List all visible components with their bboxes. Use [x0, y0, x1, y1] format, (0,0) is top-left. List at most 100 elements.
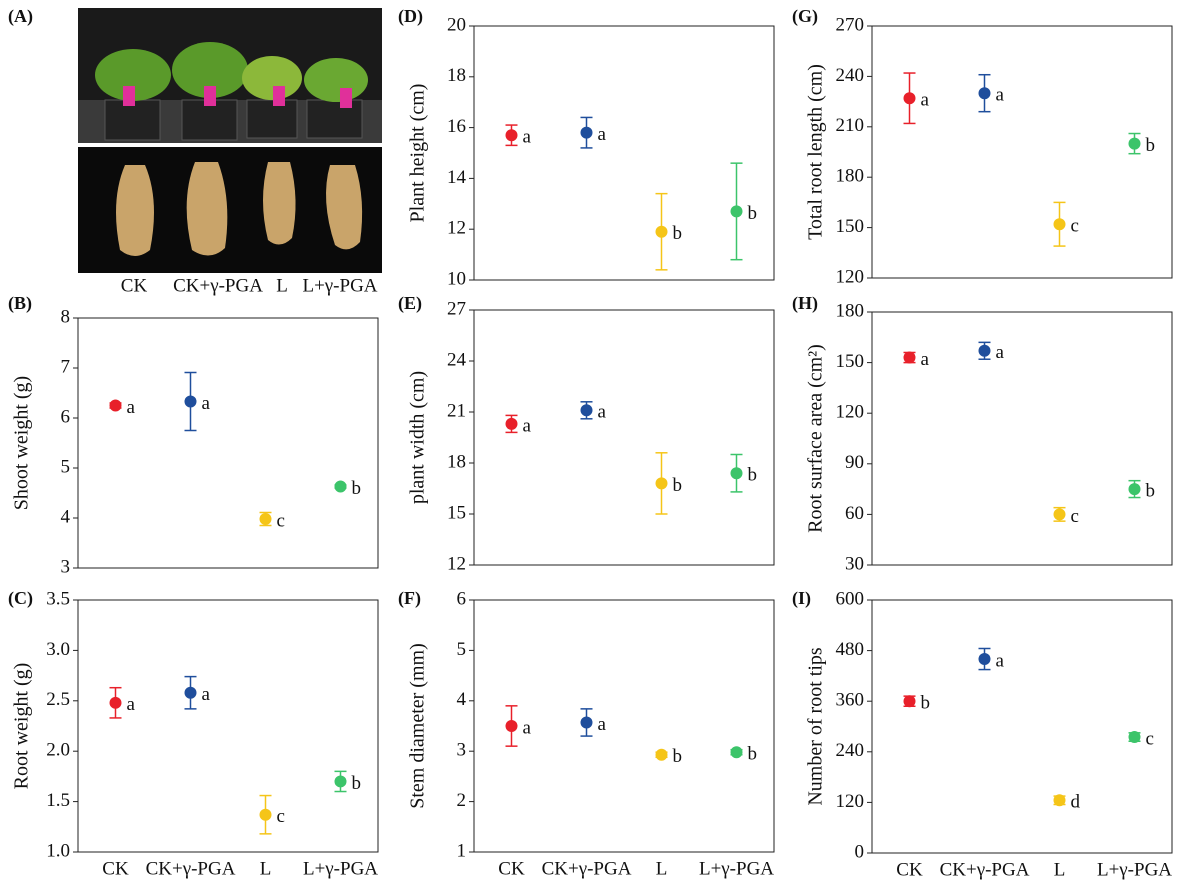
- y-tick-label: 240: [836, 740, 865, 761]
- y-tick-label: 240: [836, 65, 865, 86]
- point: [505, 720, 518, 732]
- x-tick-label: CK: [102, 858, 129, 879]
- y-tick-label: 24: [447, 349, 467, 370]
- y-tick-label: 1: [457, 840, 467, 861]
- significance-letter: b: [748, 744, 758, 765]
- plot-frame: [871, 599, 1173, 854]
- significance-letter: a: [996, 85, 1005, 106]
- significance-letter: a: [523, 717, 532, 738]
- significance-letter: b: [748, 465, 758, 486]
- y-tick-label: 10: [447, 268, 466, 289]
- y-axis-label: plant width (cm): [407, 371, 429, 504]
- y-tick-label: 30: [845, 553, 864, 574]
- plot-frame: [473, 599, 775, 853]
- x-tick-label: L: [656, 858, 668, 879]
- point: [580, 126, 593, 139]
- significance-letter: b: [1146, 480, 1156, 501]
- y-tick-label: 3.0: [46, 639, 70, 660]
- plot-frame: [871, 25, 1173, 279]
- x-tick-label: CK+γ-PGA: [542, 858, 632, 879]
- chart-panel: (G) 120 150 180 210 240 270 Total root length (…: [792, 6, 1173, 287]
- y-axis-label: Plant height (cm): [407, 84, 429, 223]
- significance-letter: b: [352, 773, 362, 794]
- significance-letter: a: [598, 124, 607, 145]
- y-tick-label: 3: [457, 740, 467, 761]
- point: [655, 477, 668, 490]
- significance-letter: d: [1071, 792, 1081, 813]
- significance-letter: c: [1071, 216, 1079, 237]
- panel-label: (C): [8, 588, 33, 609]
- y-tick-label: 120: [836, 266, 865, 287]
- y-tick-label: 5: [457, 639, 467, 660]
- point: [580, 404, 593, 417]
- significance-letter: b: [673, 475, 683, 496]
- point: [1053, 508, 1066, 521]
- significance-letter: b: [352, 478, 362, 499]
- significance-letter: b: [748, 203, 758, 224]
- chart-panel: (H) 30 60 90 120 150 180 Root surface area (cm²…: [792, 293, 1173, 574]
- y-tick-label: 27: [447, 298, 466, 319]
- y-tick-label: 18: [447, 65, 466, 86]
- panel-label: (H): [792, 293, 818, 314]
- y-tick-label: 150: [836, 216, 865, 237]
- y-tick-label: 1.5: [46, 790, 70, 811]
- y-tick-label: 18: [447, 451, 466, 472]
- y-tick-label: 270: [836, 14, 865, 35]
- y-tick-label: 2.5: [46, 689, 70, 710]
- treatment-label: CK: [121, 275, 148, 296]
- panel-label: (E): [398, 293, 422, 314]
- y-tick-label: 20: [447, 14, 466, 35]
- chart-panel: (I) 0 120 240 360 480 600 Number of root tips b C…: [792, 588, 1173, 880]
- point: [978, 653, 991, 666]
- point: [259, 808, 272, 821]
- point: [109, 696, 122, 709]
- y-axis-label: Stem diameter (mm): [407, 643, 429, 809]
- y-axis-label: Number of root tips: [805, 647, 827, 806]
- y-tick-label: 480: [836, 639, 865, 660]
- point: [903, 695, 916, 708]
- plot-frame: [871, 311, 1173, 566]
- treatment-label: CK+γ-PGA: [173, 275, 263, 296]
- y-tick-label: 4: [61, 506, 71, 527]
- significance-letter: a: [202, 393, 211, 414]
- y-tick-label: 21: [447, 400, 466, 421]
- point: [730, 467, 743, 480]
- point: [580, 716, 593, 729]
- point: [655, 748, 668, 761]
- y-tick-label: 0: [855, 841, 865, 862]
- point: [259, 513, 272, 525]
- x-tick-label: CK+γ-PGA: [146, 858, 236, 879]
- point: [978, 87, 991, 100]
- point: [903, 92, 916, 105]
- y-tick-label: 1.0: [46, 840, 70, 861]
- point: [730, 205, 743, 218]
- y-axis-label: Shoot weight (g): [11, 376, 33, 510]
- y-tick-label: 3.5: [46, 588, 70, 609]
- y-tick-label: 5: [61, 456, 71, 477]
- y-tick-label: 4: [457, 689, 467, 710]
- panel-label: (A): [8, 6, 33, 27]
- point: [978, 344, 991, 357]
- significance-letter: a: [996, 342, 1005, 363]
- y-tick-label: 600: [836, 588, 865, 609]
- significance-letter: c: [1071, 506, 1079, 527]
- y-tick-label: 180: [836, 300, 865, 321]
- point: [655, 225, 668, 238]
- point: [184, 686, 197, 699]
- significance-letter: a: [598, 402, 607, 423]
- treatment-label: L+γ-PGA: [302, 275, 377, 296]
- point: [1128, 137, 1141, 150]
- chart-panel: (B) 3 4 5 6 7 8 Shoot weight (g) a a c b: [8, 293, 379, 577]
- point: [109, 399, 122, 412]
- y-tick-label: 210: [836, 115, 865, 136]
- significance-letter: a: [523, 127, 532, 148]
- panel-label: (F): [398, 588, 421, 609]
- y-tick-label: 3: [61, 556, 71, 577]
- point: [1053, 794, 1066, 807]
- y-axis-label: Root weight (g): [11, 663, 33, 790]
- chart-panel: (F) 1 2 3 4 5 6 Stem diameter (mm) a CK a CK+γ-PGA b…: [398, 588, 775, 879]
- x-tick-label: L: [1054, 859, 1066, 880]
- chart-panel: (C) 1.0 1.5 2.0 2.5 3.0 3.5 Root weight (g) a CK a…: [8, 588, 379, 879]
- plot-frame: [473, 25, 775, 281]
- point: [505, 129, 518, 142]
